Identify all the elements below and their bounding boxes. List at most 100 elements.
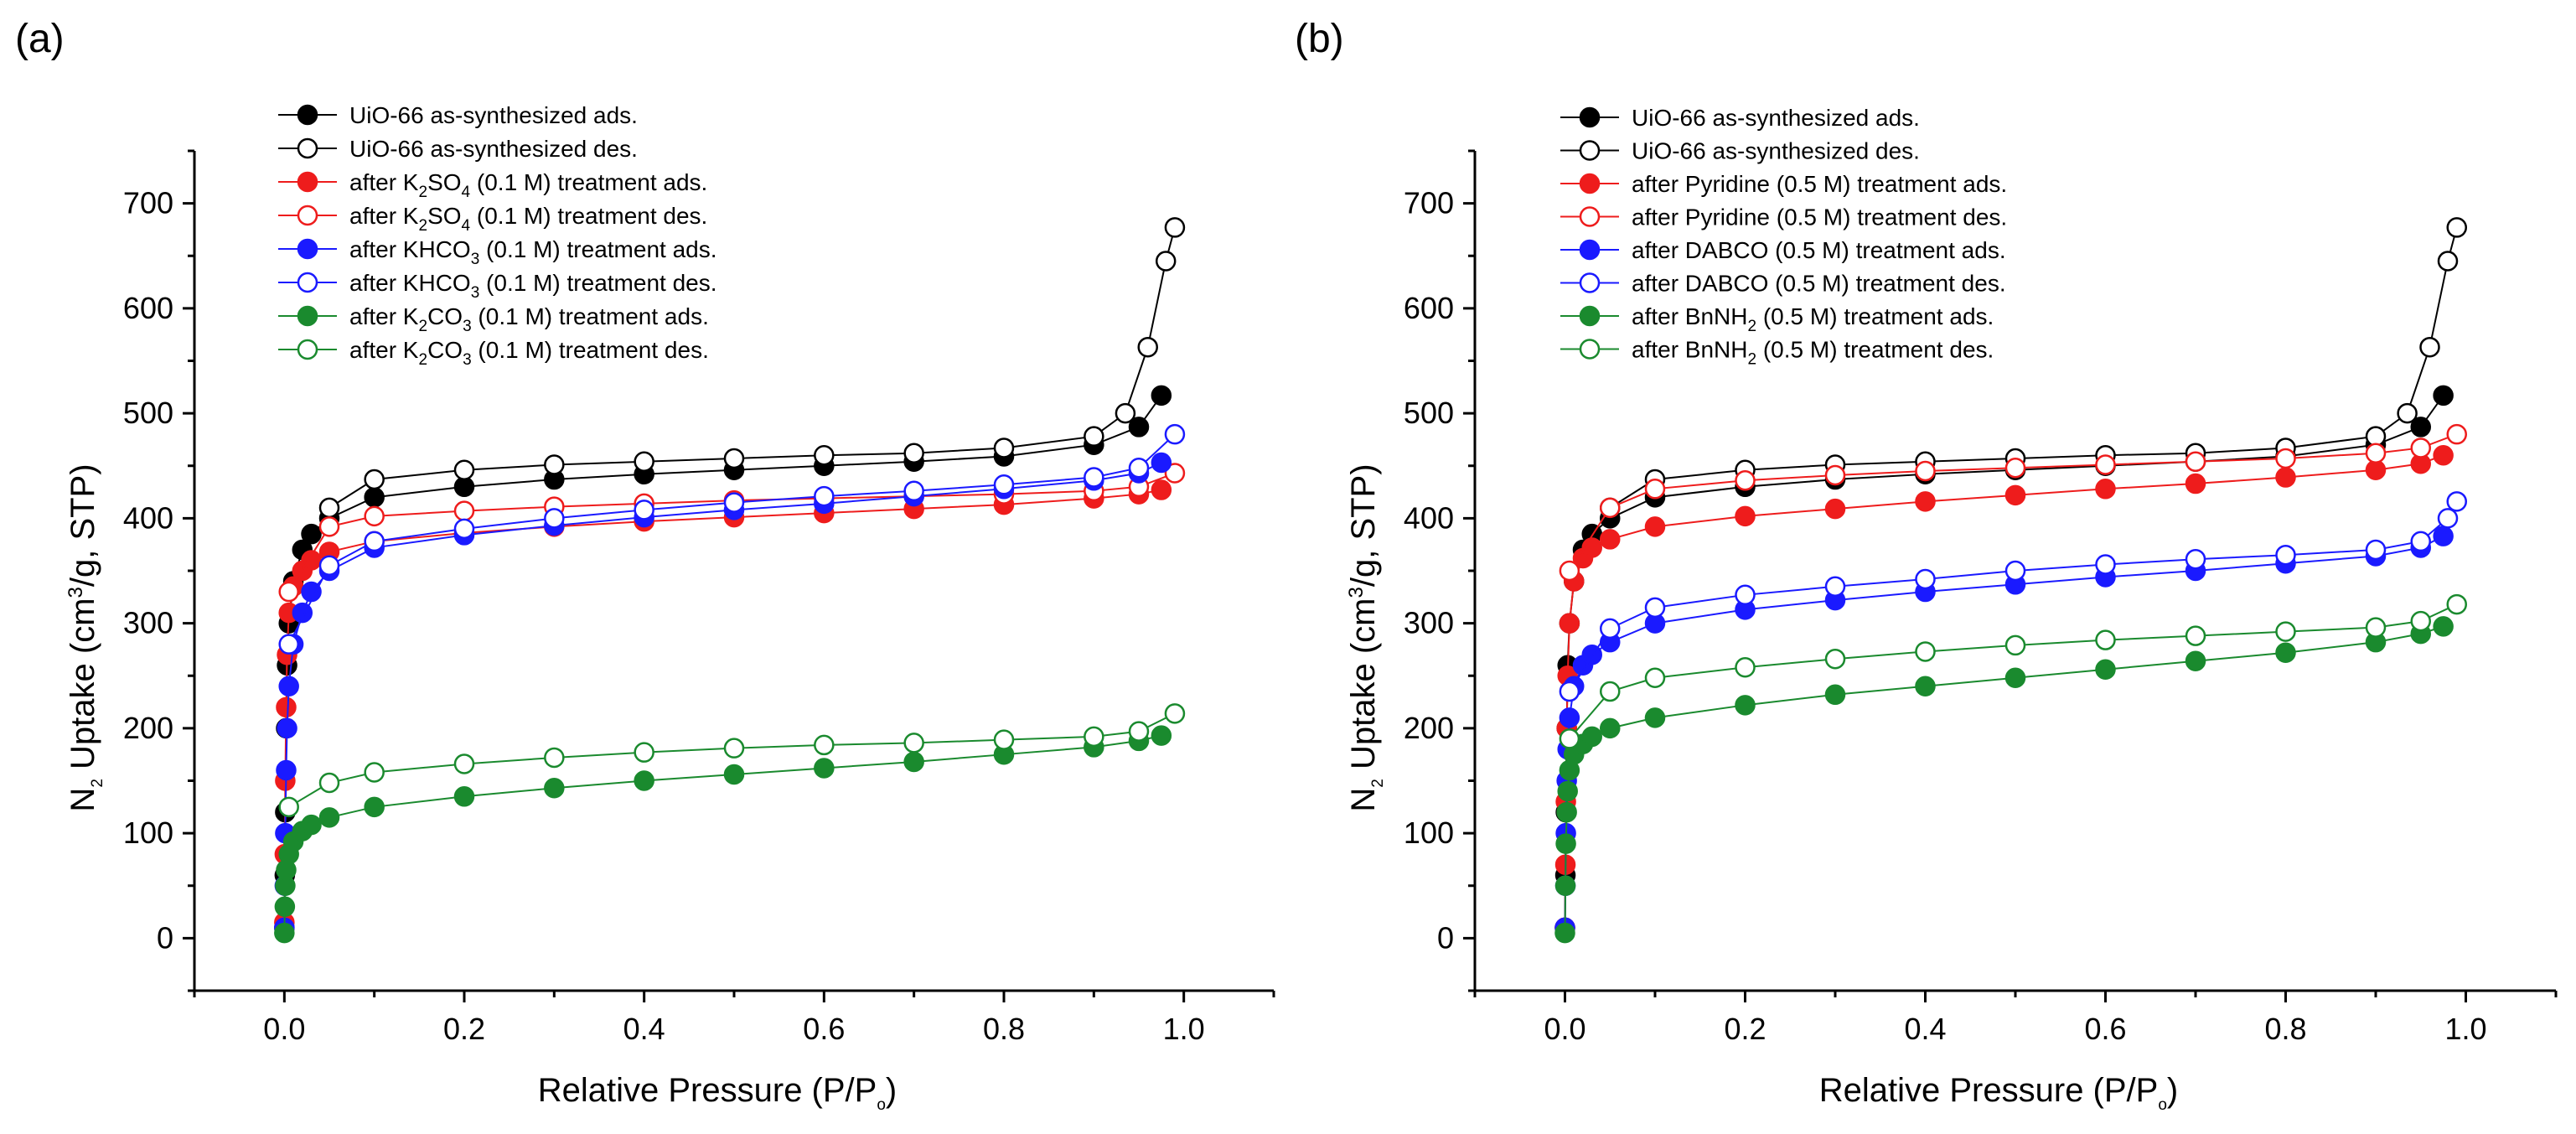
- series-4: [1554, 526, 2454, 939]
- data-point: [1559, 613, 1580, 634]
- data-point: [2275, 448, 2296, 469]
- data-point: [2365, 443, 2387, 463]
- data-point: [1824, 498, 1846, 520]
- legend-marker: [1579, 339, 1601, 360]
- legend-marker: [297, 238, 318, 260]
- data-point: [364, 531, 385, 552]
- y-tick-label: 700: [123, 186, 173, 220]
- legend: UiO-66 as-synthesized ads. UiO-66 as-synt…: [278, 102, 717, 369]
- data-point: [301, 814, 322, 836]
- data-point: [1554, 875, 1576, 896]
- x-tick-label: 1.0: [2444, 1012, 2486, 1046]
- series-line: [283, 734, 1162, 934]
- y-tick-label: 100: [123, 816, 173, 850]
- data-point: [544, 747, 565, 769]
- data-point: [2004, 634, 2026, 656]
- data-point: [1581, 726, 1602, 748]
- data-point: [903, 480, 924, 502]
- data-point: [1128, 721, 1150, 742]
- chart-panel-b: (b) 0.0 0.2 0.4 0.6 0.8 1.0 0 100 200 300 400 500 600…: [1295, 17, 2558, 1114]
- data-point: [1644, 516, 1666, 537]
- legend-entry: after Pyridine (0.5 M) treatment des.: [1560, 205, 2007, 230]
- legend-marker: [1579, 140, 1601, 161]
- data-point: [1600, 681, 1621, 702]
- data-point: [318, 555, 340, 576]
- series-7: [278, 703, 1186, 818]
- data-point: [723, 738, 745, 759]
- data-point: [2437, 251, 2459, 272]
- series-2: [1554, 444, 2454, 939]
- legend-label: UiO-66 as-synthesized des.: [1632, 138, 1920, 164]
- y-tick-label: 700: [1404, 186, 1454, 220]
- x-tick-label: 0.6: [2084, 1012, 2126, 1046]
- legend-label: after DABCO (0.5 M) treatment ads.: [1632, 237, 2006, 263]
- data-point: [2437, 508, 2459, 529]
- data-point: [1600, 618, 1621, 639]
- data-point: [544, 508, 565, 529]
- data-point: [2095, 629, 2116, 650]
- data-point: [2365, 459, 2387, 481]
- legend-label: after Pyridine (0.5 M) treatment ads.: [1632, 171, 2007, 197]
- data-point: [1644, 479, 1666, 500]
- data-point: [2410, 438, 2431, 458]
- data-point: [1559, 707, 1580, 728]
- data-point: [2095, 454, 2116, 475]
- legend-label: after DABCO (0.5 M) treatment des.: [1632, 271, 2006, 297]
- data-point: [634, 500, 654, 520]
- data-point: [2004, 560, 2026, 582]
- data-point: [1164, 217, 1186, 238]
- data-point: [993, 474, 1015, 495]
- x-tick-label: 0.8: [2264, 1012, 2306, 1046]
- data-point: [1115, 402, 1136, 424]
- data-point: [1600, 717, 1621, 739]
- x-axis-title: Relative Pressure (P/Po): [1819, 1072, 2179, 1114]
- data-point: [2410, 610, 2431, 632]
- x-tick-label: 0.0: [263, 1012, 305, 1046]
- data-point: [1084, 726, 1104, 748]
- data-point: [1164, 703, 1186, 724]
- data-point: [2095, 554, 2116, 575]
- data-point: [2446, 593, 2467, 615]
- data-point: [993, 729, 1015, 750]
- panel-label: (a): [15, 17, 65, 61]
- data-point: [1915, 641, 1936, 662]
- data-point: [364, 505, 385, 527]
- legend-entry: after K2CO3 (0.1 M) treatment des.: [278, 337, 709, 369]
- legend-entry: after KHCO3 (0.1 M) treatment des.: [278, 270, 717, 302]
- y-axis-title: N2 Uptake (cm3/g, STP): [1345, 463, 1387, 811]
- data-point: [301, 523, 322, 545]
- data-point: [1735, 695, 1756, 716]
- data-point: [364, 487, 385, 508]
- series-2: [274, 479, 1172, 933]
- legend-marker: [297, 205, 318, 226]
- y-axis-title: N2 Uptake (cm3/g, STP): [65, 463, 106, 811]
- data-point: [1151, 479, 1172, 500]
- legend-label: UiO-66 as-synthesized ads.: [349, 102, 638, 128]
- legend-entry: after DABCO (0.5 M) treatment ads.: [1560, 237, 2006, 263]
- data-point: [1735, 505, 1756, 527]
- data-point: [278, 581, 299, 603]
- legend: UiO-66 as-synthesized ads. UiO-66 as-synt…: [1560, 105, 2007, 369]
- legend-entry: after KHCO3 (0.1 M) treatment ads.: [278, 236, 717, 268]
- data-point: [453, 786, 475, 807]
- data-point: [634, 770, 654, 791]
- legend-label: after KHCO3 (0.1 M) treatment ads.: [349, 236, 717, 268]
- data-point: [2365, 617, 2387, 638]
- legend-label: after Pyridine (0.5 M) treatment des.: [1632, 205, 2007, 230]
- data-point: [1644, 667, 1666, 689]
- legend-marker: [1579, 173, 1601, 194]
- data-point: [2185, 473, 2206, 495]
- data-point: [903, 443, 924, 463]
- data-point: [1824, 684, 1846, 706]
- legend-label: after K2CO3 (0.1 M) treatment ads.: [349, 303, 709, 335]
- data-point: [1735, 470, 1756, 491]
- data-point: [544, 778, 565, 799]
- x-tick-label: 0.8: [983, 1012, 1025, 1046]
- legend-label: after BnNH2 (0.5 M) treatment des.: [1632, 337, 1994, 369]
- data-point: [2365, 539, 2387, 561]
- y-tick-label: 400: [1404, 500, 1454, 535]
- legend-entry: after BnNH2 (0.5 M) treatment ads.: [1560, 303, 1994, 335]
- data-point: [1915, 460, 1936, 482]
- data-point: [1151, 385, 1172, 406]
